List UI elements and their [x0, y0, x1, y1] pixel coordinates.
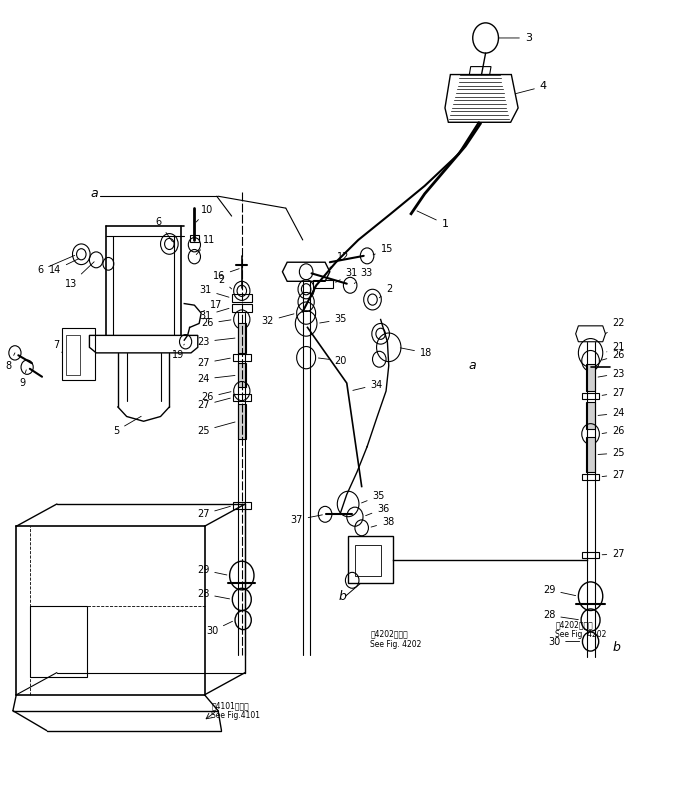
Text: 12: 12 — [330, 252, 349, 268]
Bar — [233, 394, 251, 401]
Text: 29: 29 — [197, 565, 227, 575]
Bar — [238, 322, 246, 353]
Text: 13: 13 — [65, 262, 95, 289]
Text: 23: 23 — [197, 337, 235, 347]
Text: 21: 21 — [607, 342, 625, 352]
Text: 27: 27 — [602, 549, 625, 559]
Text: 15: 15 — [373, 244, 393, 255]
Text: 25: 25 — [598, 448, 625, 458]
Text: 27: 27 — [197, 358, 231, 368]
Bar — [586, 402, 595, 429]
Text: 32: 32 — [261, 314, 294, 326]
Text: 26: 26 — [602, 426, 625, 436]
Text: 5: 5 — [113, 417, 141, 436]
Text: 35: 35 — [362, 491, 385, 503]
Text: 24: 24 — [197, 374, 235, 384]
Text: 31: 31 — [336, 268, 358, 282]
Bar — [582, 393, 599, 399]
Text: 1: 1 — [417, 211, 449, 229]
Bar — [233, 354, 251, 361]
Text: 29: 29 — [543, 585, 576, 595]
Text: 30: 30 — [548, 637, 579, 646]
Text: 23: 23 — [598, 369, 625, 378]
Bar — [190, 235, 199, 242]
Text: 35: 35 — [320, 314, 347, 325]
Text: 34: 34 — [353, 380, 383, 390]
Text: 28: 28 — [543, 610, 579, 620]
Bar — [313, 280, 333, 287]
Text: 2: 2 — [219, 275, 232, 289]
Bar — [232, 303, 252, 311]
Text: a: a — [469, 359, 476, 372]
Text: 20: 20 — [318, 356, 347, 365]
Bar — [586, 364, 595, 391]
Text: 37: 37 — [290, 515, 322, 525]
Text: 31: 31 — [199, 285, 229, 297]
Text: 4: 4 — [515, 81, 547, 93]
Bar — [238, 404, 246, 439]
Bar — [582, 551, 599, 558]
Text: 38: 38 — [371, 517, 394, 527]
Text: 31: 31 — [199, 308, 229, 321]
Text: 27: 27 — [602, 469, 625, 480]
Text: 17: 17 — [202, 300, 222, 312]
Text: 11: 11 — [197, 235, 216, 255]
Text: 24: 24 — [598, 409, 625, 418]
Bar — [67, 335, 80, 375]
Text: 27: 27 — [197, 398, 231, 410]
Bar — [238, 363, 246, 387]
Text: 25: 25 — [197, 422, 235, 436]
Text: 26: 26 — [602, 350, 625, 360]
Text: 6: 6 — [156, 218, 173, 242]
Bar — [233, 503, 251, 509]
Bar — [63, 328, 95, 380]
Bar — [30, 606, 88, 678]
Text: 33: 33 — [354, 268, 373, 283]
Text: 第4202図参照
See Fig. 4202: 第4202図参照 See Fig. 4202 — [556, 620, 607, 639]
Text: 第4202図参照
See Fig. 4202: 第4202図参照 See Fig. 4202 — [371, 630, 422, 649]
Text: 19: 19 — [172, 344, 184, 360]
Text: 3: 3 — [498, 33, 532, 43]
Text: 第4101図参照
See Fig.4101: 第4101図参照 See Fig.4101 — [211, 701, 260, 721]
Text: 2: 2 — [379, 284, 392, 298]
Text: b: b — [612, 641, 620, 654]
Text: 18: 18 — [401, 348, 432, 358]
Bar — [586, 437, 595, 472]
Text: 6: 6 — [37, 255, 75, 275]
Text: 9: 9 — [19, 369, 27, 388]
Text: 8: 8 — [5, 353, 15, 370]
Text: 14: 14 — [49, 259, 79, 275]
Text: 27: 27 — [602, 388, 625, 397]
Text: 28: 28 — [197, 589, 230, 598]
Text: 30: 30 — [206, 622, 233, 636]
Text: 26: 26 — [201, 392, 231, 402]
Bar — [355, 545, 381, 575]
Text: b: b — [339, 590, 347, 602]
Text: 22: 22 — [605, 318, 625, 334]
Text: 10: 10 — [197, 205, 214, 222]
Text: a: a — [91, 188, 99, 200]
Text: 7: 7 — [53, 340, 63, 353]
Text: 36: 36 — [366, 504, 390, 516]
Bar — [232, 294, 252, 302]
Text: 26: 26 — [201, 318, 231, 329]
Text: 27: 27 — [197, 507, 231, 519]
Bar — [582, 474, 599, 480]
Text: 16: 16 — [213, 269, 239, 281]
